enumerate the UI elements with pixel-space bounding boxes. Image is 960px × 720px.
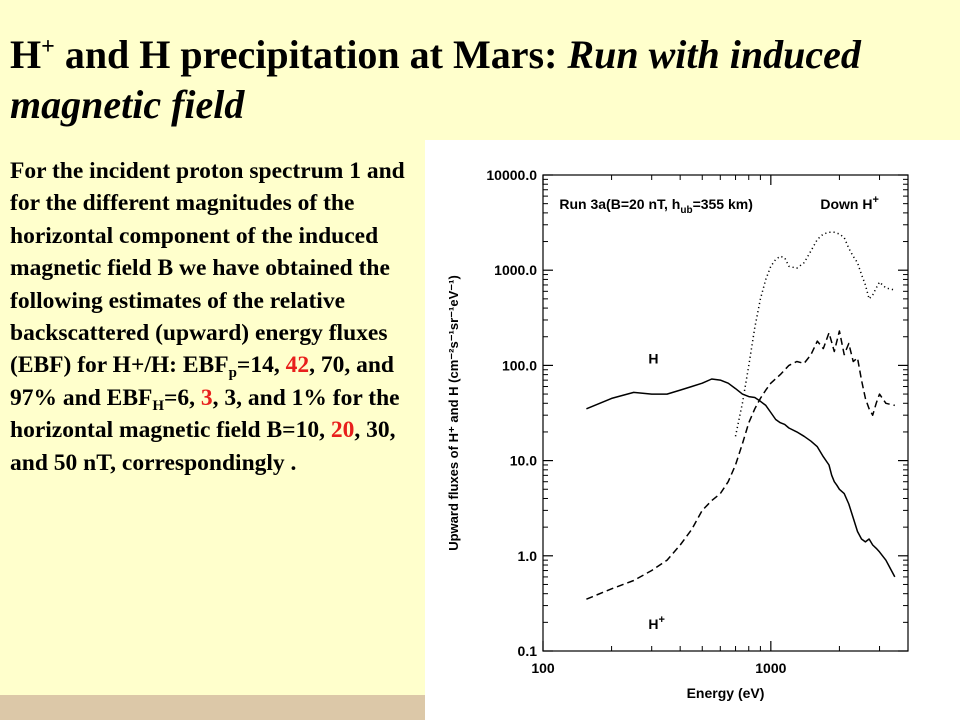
subscript-h: H (152, 397, 165, 414)
highlight-value-1: 42 (285, 352, 310, 379)
body-text-1: For the incident proton spectrum 1 and f… (10, 158, 405, 379)
series-line-dashed (586, 330, 895, 600)
y-tick-label: 1000.0 (494, 262, 537, 278)
y-tick-label: 10000.0 (486, 167, 537, 183)
text-panel (0, 140, 425, 695)
y-tick-label: 10.0 (510, 453, 537, 469)
title-bar (0, 0, 960, 140)
title-plus-superscript: + (41, 34, 55, 60)
x-axis-label: Energy (eV) (687, 685, 765, 701)
series-line-solid (586, 378, 896, 578)
flux-chart: 100 1000 0.1 1.0 10.0 100.0 1000.0 10000.0 Energ… (446, 167, 909, 701)
body-text-6: , 30, and 50 nT, correspondingly . (10, 417, 396, 476)
slide-title: H+ and H precipitation at Mars: Run with… (10, 30, 930, 130)
chart-annotation: H (648, 350, 658, 366)
body-text-3: , 70, and 97% and EBF (10, 352, 394, 411)
body-text-2: =14, (236, 352, 286, 379)
title-h: H (10, 32, 42, 77)
highlight-value-2: 3 (200, 384, 213, 411)
plot-frame (542, 174, 909, 652)
body-text-5: , 3, and 1% for the horizontal magnetic … (10, 384, 400, 444)
y-tick-label: 0.1 (518, 643, 538, 659)
y-tick-label: 100.0 (502, 357, 537, 373)
series-line-dotted (734, 231, 895, 437)
chart-annotation: Down H+ (820, 194, 879, 212)
y-tick-label: 1.0 (518, 548, 538, 564)
x-tick-label: 100 (531, 660, 555, 676)
body-paragraph: For the incident proton spectrum 1 and f… (10, 155, 420, 479)
x-tick-label: 1000 (755, 660, 786, 676)
chart-annotation: H+ (648, 614, 665, 632)
y-axis-label: Upward fluxes of H⁺ and H (cm⁻²s⁻¹sr⁻¹eV… (446, 275, 461, 551)
title-italic: Run with induced magnetic field (10, 32, 861, 127)
bottom-strip (0, 695, 425, 720)
chart-annotation: Run 3a(B=20 nT, hub=355 km) (559, 196, 753, 216)
subscript-p: p (228, 365, 237, 382)
highlight-value-3: 20 (330, 417, 355, 444)
body-text-4: =6, (164, 384, 201, 411)
title-main: and H precipitation at Mars: (54, 32, 568, 77)
